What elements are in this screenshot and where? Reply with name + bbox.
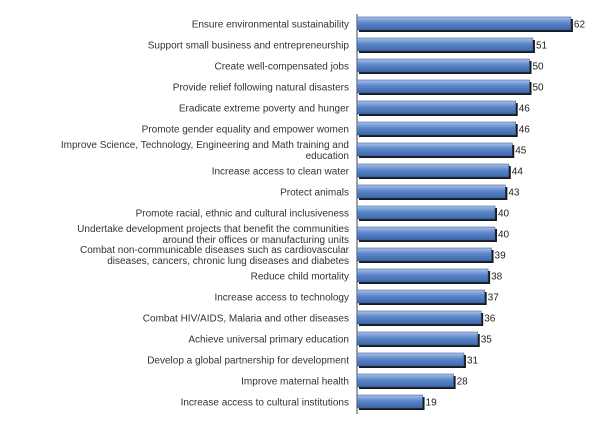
bar — [356, 352, 465, 367]
value-label: 44 — [512, 167, 524, 178]
bar — [356, 226, 496, 241]
value-label: 46 — [519, 104, 531, 115]
category-label: Improve Science, Technology, Engineering… — [61, 140, 349, 162]
bar — [356, 205, 496, 220]
value-label: 31 — [467, 356, 479, 367]
bar — [356, 373, 454, 388]
value-label: 36 — [484, 314, 496, 325]
category-label: Promote racial, ethnic and cultural incl… — [136, 209, 349, 220]
category-label: Ensure environmental sustainability — [192, 20, 349, 31]
value-label: 40 — [498, 230, 510, 241]
bar — [356, 163, 510, 178]
bar — [356, 289, 485, 304]
category-label: Develop a global partnership for develop… — [147, 356, 349, 367]
category-label: Combat HIV/AIDS, Malaria and other disea… — [143, 314, 349, 325]
bar — [356, 394, 423, 409]
bar — [356, 16, 572, 31]
category-label: Promote gender equality and empower wome… — [142, 125, 349, 136]
category-label: Improve maternal health — [241, 377, 349, 388]
value-label: 28 — [457, 377, 469, 388]
category-label: Combat non-communicable diseases such as… — [80, 245, 350, 267]
value-label: 62 — [574, 20, 586, 31]
category-label: Create well-compensated jobs — [214, 62, 349, 73]
value-label: 51 — [536, 41, 548, 52]
bar — [356, 331, 478, 346]
value-label: 45 — [515, 146, 527, 157]
bar — [356, 121, 516, 136]
category-label: Undertake development projects that bene… — [77, 224, 349, 246]
bar — [356, 37, 534, 52]
bar — [356, 79, 530, 94]
bar — [356, 142, 513, 157]
value-label: 46 — [519, 125, 531, 136]
category-label: Support small business and entrepreneurs… — [148, 41, 350, 52]
bar — [356, 184, 506, 199]
category-label: Reduce child mortality — [251, 272, 349, 283]
value-label: 43 — [508, 188, 520, 199]
value-label: 35 — [481, 335, 493, 346]
value-label: 19 — [426, 398, 438, 409]
bar — [356, 100, 516, 115]
category-label: Protect animals — [280, 188, 349, 199]
value-label: 40 — [498, 209, 510, 220]
bar — [356, 268, 489, 283]
category-label: Increase access to clean water — [212, 167, 350, 178]
bar — [356, 58, 530, 73]
value-label: 50 — [533, 62, 545, 73]
category-label: Achieve universal primary education — [188, 335, 349, 346]
bar — [356, 247, 492, 262]
value-label: 50 — [533, 83, 545, 94]
category-label: Increase access to cultural institutions — [181, 398, 349, 409]
value-label: 37 — [488, 293, 500, 304]
category-label: Provide relief following natural disaste… — [173, 83, 349, 94]
bar — [356, 310, 482, 325]
value-label: 38 — [491, 272, 503, 283]
value-label: 39 — [495, 251, 507, 262]
category-label: Increase access to technology — [214, 293, 349, 304]
category-label: Eradicate extreme poverty and hunger — [179, 104, 350, 115]
